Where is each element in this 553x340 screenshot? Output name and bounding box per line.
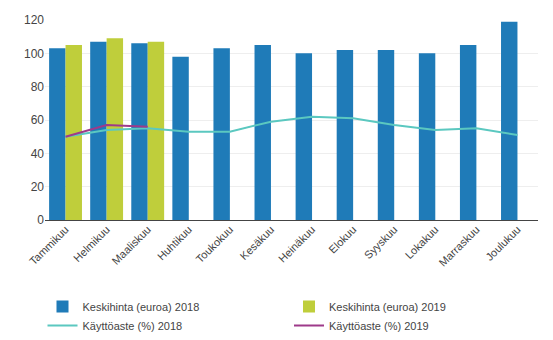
svg-text:Käyttöaste (%) 2018: Käyttöaste (%) 2018 — [83, 320, 183, 332]
svg-text:100: 100 — [24, 47, 44, 61]
svg-text:Heinäkuu: Heinäkuu — [276, 223, 317, 264]
svg-text:Maaliskuu: Maaliskuu — [110, 223, 154, 267]
svg-text:Huhtikuu: Huhtikuu — [155, 223, 194, 262]
svg-text:40: 40 — [31, 147, 45, 161]
svg-text:Marraskuu: Marraskuu — [436, 223, 481, 268]
svg-text:Keskihinta (euroa) 2019: Keskihinta (euroa) 2019 — [329, 301, 446, 313]
svg-text:80: 80 — [31, 80, 45, 94]
svg-text:Lokakuu: Lokakuu — [403, 223, 441, 261]
svg-text:60: 60 — [31, 113, 45, 127]
svg-text:0: 0 — [37, 213, 44, 227]
svg-text:120: 120 — [24, 13, 44, 27]
svg-text:Toukokuu: Toukokuu — [193, 223, 235, 265]
svg-text:Kesäkuu: Kesäkuu — [238, 223, 277, 262]
svg-text:Helmikuu: Helmikuu — [71, 223, 112, 264]
svg-text:Joulukuu: Joulukuu — [483, 223, 523, 263]
svg-text:Käyttöaste (%) 2019: Käyttöaste (%) 2019 — [329, 320, 429, 332]
svg-text:20: 20 — [31, 180, 45, 194]
svg-text:Syyskuu: Syyskuu — [362, 223, 400, 261]
svg-text:Elokuu: Elokuu — [326, 223, 358, 255]
svg-text:Keskihinta (euroa) 2018: Keskihinta (euroa) 2018 — [83, 301, 200, 313]
svg-text:Tammikuu: Tammikuu — [27, 223, 71, 267]
